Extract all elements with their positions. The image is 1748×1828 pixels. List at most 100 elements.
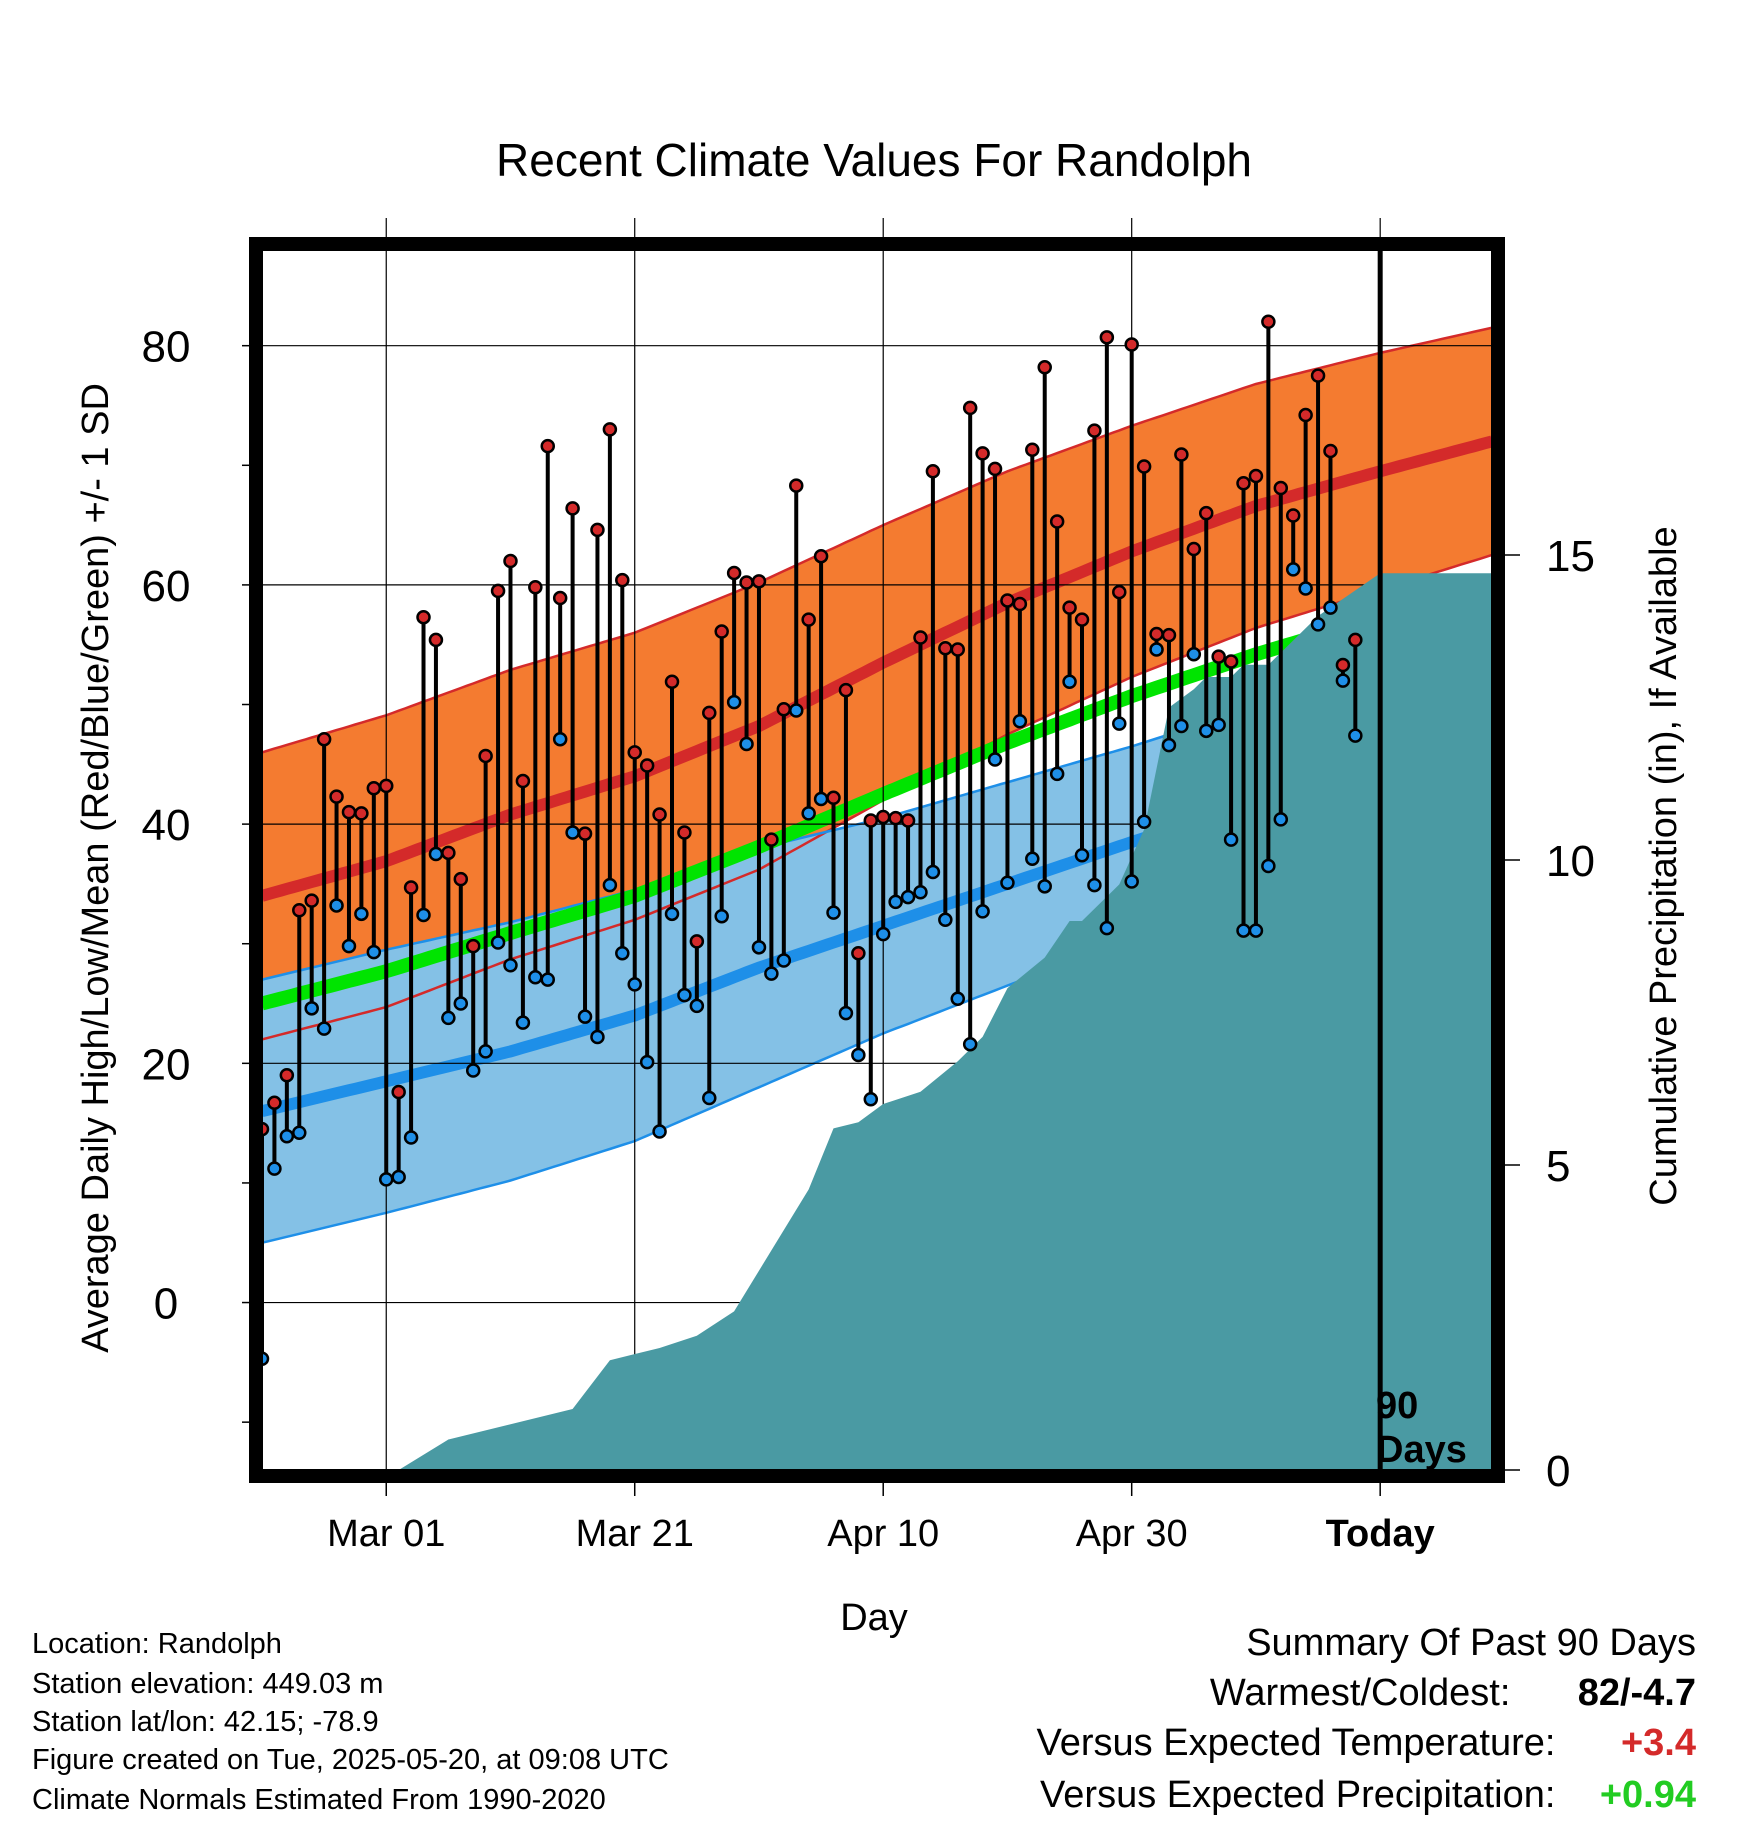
low-point <box>875 926 891 942</box>
low-point <box>1037 879 1052 894</box>
low-point <box>403 1130 419 1145</box>
high-point <box>316 731 332 747</box>
low-point <box>689 998 705 1014</box>
low-point <box>1012 714 1028 729</box>
high-point <box>1198 505 1214 521</box>
latlon-text: Station lat/lon: 42.15; -78.9 <box>32 1706 379 1738</box>
low-point <box>354 906 369 922</box>
low-point <box>627 977 642 992</box>
low-point <box>267 1161 282 1176</box>
summary-temp-row: Versus Expected Temperature: +3.4 <box>1037 1722 1696 1765</box>
low-point <box>677 987 692 1003</box>
high-point <box>888 810 903 826</box>
high-point <box>1087 423 1102 438</box>
high-point <box>913 630 928 645</box>
low-point <box>428 846 444 862</box>
created-text: Figure created on Tue, 2025-05-20, at 09… <box>32 1744 669 1776</box>
low-point <box>1124 874 1139 889</box>
high-point <box>441 845 456 861</box>
high-point <box>851 946 866 961</box>
high-point <box>1074 612 1090 627</box>
chart-title: Recent Climate Values For Randolph <box>496 134 1252 186</box>
x-tick-label: Mar 21 <box>576 1513 694 1555</box>
low-point <box>751 940 767 955</box>
y2-tick-label: 5 <box>1546 1142 1570 1191</box>
low-point <box>528 969 543 985</box>
low-point <box>565 825 580 840</box>
high-point <box>354 806 369 821</box>
low-point <box>1161 737 1177 753</box>
high-point <box>515 773 531 789</box>
low-point <box>1298 581 1313 596</box>
high-point <box>739 575 754 590</box>
high-point <box>826 790 841 806</box>
high-point <box>950 642 966 657</box>
high-point <box>1000 593 1015 608</box>
low-point <box>1223 832 1239 847</box>
precip-label: Versus Expected Precipitation: <box>1040 1774 1556 1816</box>
low-point <box>788 703 804 718</box>
x-tick-label: Apr 30 <box>1076 1513 1188 1555</box>
low-point <box>1285 562 1301 577</box>
temp-label: Versus Expected Temperature: <box>1036 1722 1556 1764</box>
high-point <box>590 522 605 538</box>
high-point <box>702 705 717 721</box>
high-point <box>987 461 1003 477</box>
high-point <box>490 583 506 599</box>
low-point <box>1261 858 1276 874</box>
high-point <box>938 641 953 656</box>
high-point <box>1161 627 1177 643</box>
low-point <box>938 912 953 928</box>
low-point <box>1211 717 1226 733</box>
low-point <box>503 958 518 973</box>
high-point <box>1335 657 1351 673</box>
low-point <box>615 946 630 961</box>
low-point <box>465 1063 481 1078</box>
low-point <box>764 966 779 981</box>
high-point <box>478 748 493 764</box>
high-point <box>366 780 382 796</box>
low-point <box>1273 812 1289 827</box>
low-point <box>975 904 990 919</box>
high-point <box>689 934 705 949</box>
high-point <box>602 422 618 437</box>
low-point <box>1049 766 1065 782</box>
high-point <box>975 446 990 461</box>
high-point <box>453 871 469 887</box>
high-point <box>875 809 891 825</box>
low-point <box>652 1124 667 1139</box>
high-point <box>1348 632 1363 648</box>
low-point <box>1099 920 1115 936</box>
high-point <box>664 674 680 690</box>
low-point <box>801 806 816 821</box>
low-point <box>950 991 966 1006</box>
today-days-label-2: Days <box>1376 1429 1467 1471</box>
summary-warmest-row: Warmest/Coldest: 82/-4.7 <box>1210 1672 1696 1715</box>
low-point <box>1348 728 1363 743</box>
low-point <box>1186 647 1202 662</box>
low-point <box>1174 718 1189 734</box>
y-tick-label: 80 <box>142 323 191 372</box>
high-point <box>329 789 344 804</box>
high-point <box>1099 330 1115 345</box>
high-point <box>267 1095 282 1111</box>
high-point <box>1136 459 1152 474</box>
high-point <box>776 702 792 717</box>
low-point <box>316 1021 332 1036</box>
low-point <box>1198 723 1214 739</box>
low-point <box>726 694 742 710</box>
low-point <box>1136 814 1152 829</box>
high-point <box>403 880 419 895</box>
low-point <box>1074 847 1090 863</box>
high-point <box>1049 514 1065 529</box>
high-point <box>1285 508 1301 523</box>
x-axis-label: Day <box>840 1597 908 1639</box>
high-sd-band <box>262 327 1492 1040</box>
high-point <box>813 548 829 564</box>
cumulative-precip-area <box>262 573 1492 1470</box>
high-point <box>391 1084 406 1100</box>
high-point <box>714 624 729 639</box>
x-tick-label: Mar 01 <box>327 1513 445 1555</box>
low-point <box>1000 875 1015 890</box>
low-point <box>925 864 941 880</box>
